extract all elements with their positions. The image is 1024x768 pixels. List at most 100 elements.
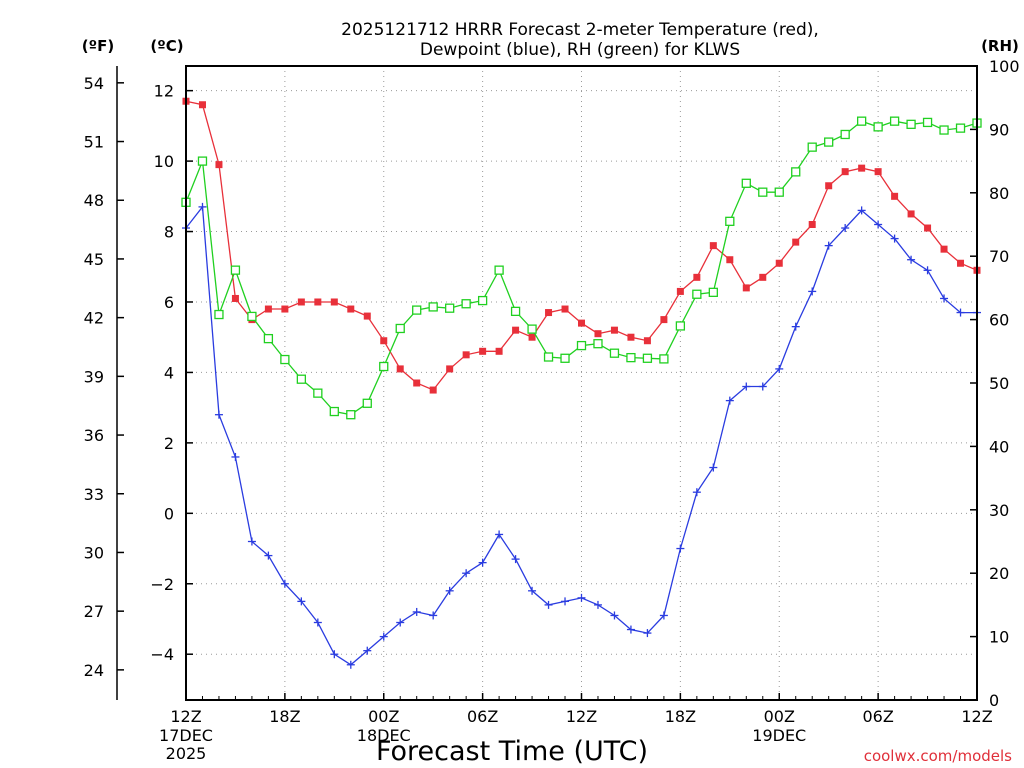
- temperature-point: [924, 224, 932, 232]
- time-tick-label: 06Z: [862, 707, 893, 726]
- rh-point: [247, 311, 257, 322]
- temperature-point: [792, 238, 800, 246]
- rh-point: [461, 299, 471, 309]
- time-tick-sublabel: 19DEC: [752, 726, 806, 745]
- dewpoint-point: [445, 586, 454, 595]
- dewpoint-point: [940, 294, 949, 303]
- temperature-point: [594, 330, 602, 338]
- temperature-point: [643, 337, 651, 345]
- rh-point: [774, 187, 784, 197]
- dewpoint-point: [330, 650, 339, 659]
- temperature-point: [297, 298, 305, 306]
- temperature-point: [627, 333, 635, 341]
- dewpoint-point: [692, 488, 701, 497]
- fahrenheit-tick-label: 36: [84, 426, 104, 445]
- time-tick-sublabel: 18DEC: [357, 726, 411, 745]
- celsius-tick-label: −4: [150, 645, 174, 664]
- temperature-point: [429, 386, 437, 394]
- rh-point: [906, 119, 916, 129]
- dewpoint-point: [495, 530, 504, 539]
- dewpoint-point: [577, 593, 586, 602]
- fahrenheit-tick-label: 42: [84, 309, 104, 328]
- rh-point: [214, 309, 224, 320]
- rh-point: [840, 129, 850, 140]
- temperature-point: [907, 210, 915, 218]
- rh-point: [362, 398, 372, 408]
- temperature-point: [363, 312, 371, 320]
- watermark: coolwx.com/models: [864, 747, 1012, 765]
- rh-point: [329, 406, 339, 417]
- rh-tick-label: 70: [989, 247, 1009, 266]
- temperature-series: [182, 97, 981, 394]
- dewpoint-point: [231, 452, 240, 461]
- rh-point: [659, 354, 669, 364]
- temperature-point: [874, 168, 882, 176]
- temperature-point: [841, 168, 849, 176]
- temperature-point: [231, 294, 239, 302]
- rh-point: [543, 352, 554, 362]
- rh-point: [395, 323, 405, 334]
- fahrenheit-tick-label: 33: [84, 485, 104, 504]
- rh-point: [675, 321, 686, 331]
- fahrenheit-tick-label: 30: [84, 543, 104, 562]
- time-tick-label: 00Z: [368, 707, 399, 726]
- fahrenheit-tick-label: 27: [84, 602, 104, 621]
- celsius-tick-label: 4: [164, 363, 174, 382]
- title-line-1: 2025121712 HRRR Forecast 2-meter Tempera…: [341, 20, 819, 40]
- rh-point: [889, 116, 900, 126]
- dewpoint-point: [396, 618, 405, 627]
- rh-point: [626, 352, 636, 363]
- fahrenheit-tick-label: 39: [84, 367, 104, 386]
- dewpoint-point: [511, 555, 520, 564]
- rh-point: [939, 125, 949, 135]
- dewpoint-series: [182, 202, 981, 669]
- temperature-point: [660, 316, 668, 324]
- temperature-point: [561, 305, 569, 313]
- dewpoint-point: [643, 629, 652, 638]
- celsius-tick-label: 10: [154, 152, 174, 171]
- rh-point: [708, 287, 718, 297]
- dewpoint-point: [412, 607, 421, 616]
- temperature-point: [545, 309, 553, 317]
- rh-tick-label: 50: [989, 374, 1009, 393]
- rh-point: [593, 339, 603, 349]
- fahrenheit-tick-label: 48: [84, 191, 104, 210]
- temperature-point: [726, 256, 734, 264]
- fahrenheit-tick-label: 45: [84, 250, 104, 269]
- rh-series: [181, 116, 982, 420]
- dewpoint-point: [659, 611, 668, 620]
- time-tick-sublabel: 2025: [166, 744, 207, 763]
- rh-tick-label: 80: [989, 184, 1009, 203]
- temperature-point: [957, 259, 965, 267]
- temperature-point: [709, 242, 717, 250]
- rh-tick-label: 10: [989, 628, 1009, 647]
- temperature-point: [495, 347, 503, 355]
- temperature-point: [940, 245, 948, 253]
- dewpoint-point: [429, 611, 438, 620]
- dewpoint-point: [857, 206, 866, 215]
- dewpoint-point: [709, 463, 718, 472]
- temperature-point: [759, 273, 767, 281]
- dewpoint-point: [874, 220, 883, 229]
- rh-point: [725, 216, 735, 226]
- x-axis-title: Forecast Time (UTC): [376, 736, 648, 767]
- dewpoint-point: [890, 234, 899, 243]
- rh-point: [922, 117, 933, 128]
- rh-axis: 0 10 20 30 40 50 60 70 80 90 100: [970, 57, 1020, 710]
- rh-point: [379, 361, 389, 372]
- time-tick-label: 06Z: [467, 707, 498, 726]
- celsius-axis: −4 −2 0 2 4 6 8 10 12: [150, 82, 193, 664]
- temperature-point: [446, 365, 454, 373]
- rh-point: [527, 324, 537, 334]
- temperature-point: [528, 333, 536, 341]
- dewpoint-point: [742, 382, 751, 391]
- dewpoint-point: [791, 322, 800, 331]
- temperature-point: [891, 192, 899, 200]
- rh-point: [642, 353, 653, 363]
- rh-point: [263, 333, 274, 344]
- temperature-point: [775, 259, 783, 267]
- rh-tick-label: 20: [989, 564, 1009, 583]
- time-tick-label: 18Z: [665, 707, 696, 726]
- fahrenheit-axis: 24 27 30 33 36 39 42 45 48 51 54: [84, 74, 124, 680]
